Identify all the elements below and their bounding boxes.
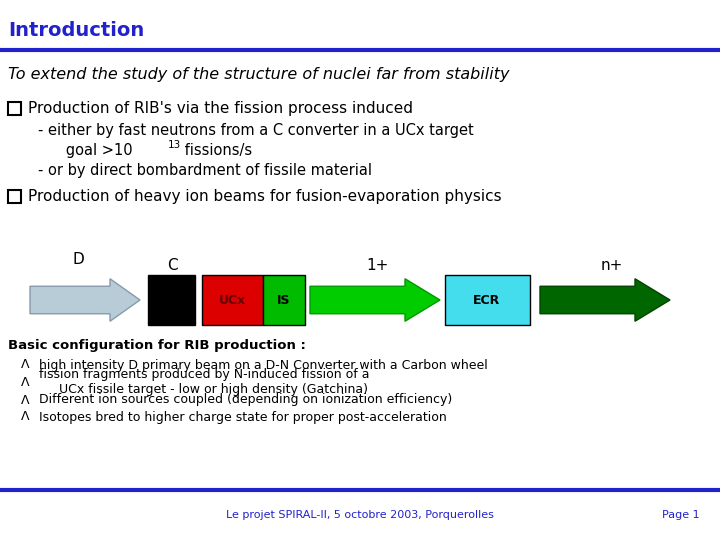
- Text: IS: IS: [277, 294, 291, 307]
- Text: ECR: ECR: [473, 294, 500, 307]
- Text: Ʌ: Ʌ: [21, 410, 30, 423]
- Text: D: D: [72, 253, 84, 267]
- Text: Ʌ: Ʌ: [21, 394, 30, 407]
- Text: Le projet SPIRAL-II, 5 octobre 2003, Porquerolles: Le projet SPIRAL-II, 5 octobre 2003, Por…: [226, 510, 494, 520]
- Text: - or by direct bombardment of fissile material: - or by direct bombardment of fissile ma…: [38, 163, 372, 178]
- Bar: [8, 102, 21, 114]
- Text: Ʌ: Ʌ: [21, 375, 30, 388]
- Text: Isotopes bred to higher charge state for proper post-acceleration: Isotopes bred to higher charge state for…: [35, 410, 446, 423]
- Text: 13: 13: [168, 140, 181, 150]
- Text: goal >10: goal >10: [52, 143, 132, 158]
- Text: Introduction: Introduction: [8, 21, 144, 39]
- Text: Page 1: Page 1: [662, 510, 700, 520]
- Text: To extend the study of the structure of nuclei far from stability: To extend the study of the structure of …: [8, 68, 510, 83]
- Text: UCx: UCx: [220, 294, 247, 307]
- Text: Production of RIB's via the fission process induced: Production of RIB's via the fission proc…: [28, 100, 413, 116]
- Bar: [202, 275, 263, 325]
- Text: Ʌ: Ʌ: [21, 359, 30, 372]
- Text: fission fragments produced by N-induced fission of a
      UCx fissile target - : fission fragments produced by N-induced …: [35, 368, 369, 396]
- Text: high intensity D primary beam on a D-N Converter with a Carbon wheel: high intensity D primary beam on a D-N C…: [35, 359, 487, 372]
- Bar: [8, 190, 21, 202]
- Text: n+: n+: [600, 258, 624, 273]
- FancyArrow shape: [30, 279, 140, 321]
- Bar: [148, 275, 195, 325]
- Text: - either by fast neutrons from a C converter in a UCx target: - either by fast neutrons from a C conve…: [38, 123, 474, 138]
- Text: fissions/s: fissions/s: [180, 143, 252, 158]
- FancyArrow shape: [540, 279, 670, 321]
- Text: Basic configuration for RIB production :: Basic configuration for RIB production :: [8, 339, 306, 352]
- Text: Production of heavy ion beams for fusion-evaporation physics: Production of heavy ion beams for fusion…: [28, 188, 502, 204]
- Bar: [263, 275, 305, 325]
- Bar: [445, 275, 530, 325]
- Text: Different ion sources coupled (depending on ionization efficiency): Different ion sources coupled (depending…: [35, 394, 452, 407]
- FancyArrow shape: [310, 279, 440, 321]
- Text: 1+: 1+: [366, 258, 390, 273]
- Text: C: C: [167, 258, 177, 273]
